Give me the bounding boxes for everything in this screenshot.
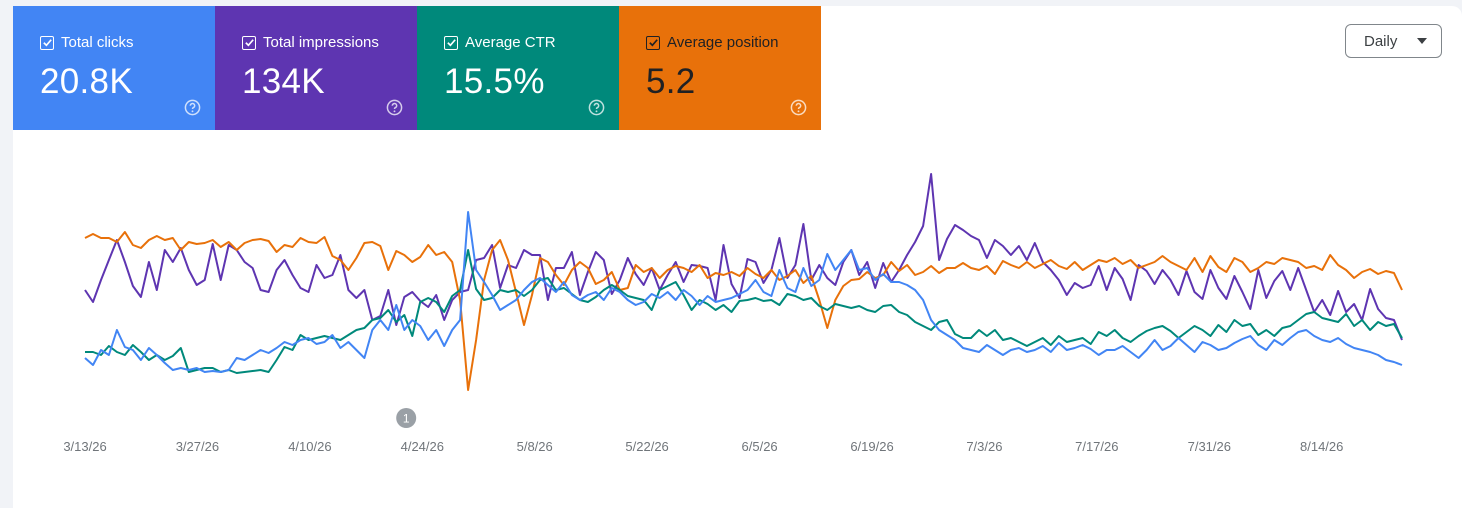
metric-label: Total clicks bbox=[61, 34, 134, 51]
metric-value: 15.5% bbox=[444, 62, 545, 101]
metric-label: Average CTR bbox=[465, 34, 556, 51]
chart-lines bbox=[84, 173, 1403, 391]
metric-tile-average-position[interactable]: Average position 5.2 bbox=[619, 6, 821, 130]
granularity-dropdown[interactable]: Daily bbox=[1345, 24, 1442, 58]
checkbox-checked-icon[interactable] bbox=[444, 35, 458, 50]
annotation-marker[interactable]: 1 bbox=[396, 408, 417, 428]
series-line-total-clicks bbox=[84, 211, 1403, 373]
annotation-label: 1 bbox=[403, 412, 410, 426]
x-tick-label: 4/24/26 bbox=[401, 439, 444, 454]
checkbox-checked-icon[interactable] bbox=[646, 35, 660, 50]
metric-tile-total-clicks[interactable]: Total clicks 20.8K bbox=[13, 6, 215, 130]
x-tick-label: 6/5/26 bbox=[742, 439, 778, 454]
series-line-average-position bbox=[84, 231, 1403, 391]
metric-label: Total impressions bbox=[263, 34, 379, 51]
x-tick-label: 7/3/26 bbox=[966, 439, 1002, 454]
help-icon[interactable] bbox=[588, 99, 605, 116]
annotation-circle[interactable] bbox=[396, 408, 417, 428]
series-line-average-ctr bbox=[85, 249, 1403, 374]
metric-value: 20.8K bbox=[40, 62, 133, 101]
x-tick-label: 7/17/26 bbox=[1075, 439, 1118, 454]
metric-tiles: Total clicks 20.8K Total impressions 134… bbox=[13, 6, 821, 130]
x-tick-label: 5/8/26 bbox=[517, 439, 553, 454]
checkbox-checked-icon[interactable] bbox=[242, 35, 256, 50]
x-tick-label: 3/13/26 bbox=[63, 439, 106, 454]
granularity-selected: Daily bbox=[1364, 33, 1398, 50]
x-tick-label: 8/14/26 bbox=[1300, 439, 1343, 454]
caret-down-icon bbox=[1417, 38, 1427, 44]
metric-value: 134K bbox=[242, 62, 325, 101]
metric-tile-total-impressions[interactable]: Total impressions 134K bbox=[215, 6, 417, 130]
x-tick-label: 4/10/26 bbox=[288, 439, 331, 454]
x-tick-label: 7/31/26 bbox=[1188, 439, 1231, 454]
series-line-total-impressions bbox=[84, 173, 1403, 341]
x-tick-label: 5/22/26 bbox=[625, 439, 668, 454]
metric-tile-average-ctr[interactable]: Average CTR 15.5% bbox=[417, 6, 619, 130]
help-icon[interactable] bbox=[184, 99, 201, 116]
checkbox-checked-icon[interactable] bbox=[40, 35, 54, 50]
help-icon[interactable] bbox=[790, 99, 807, 116]
metric-label: Average position bbox=[667, 34, 779, 51]
x-axis-labels: 3/13/26 3/27/26 4/10/26 4/24/26 5/8/26 5/22/2… bbox=[63, 439, 1343, 454]
metric-value: 5.2 bbox=[646, 62, 696, 101]
x-tick-label: 3/27/26 bbox=[176, 439, 219, 454]
x-tick-label: 6/19/26 bbox=[850, 439, 893, 454]
help-icon[interactable] bbox=[386, 99, 403, 116]
